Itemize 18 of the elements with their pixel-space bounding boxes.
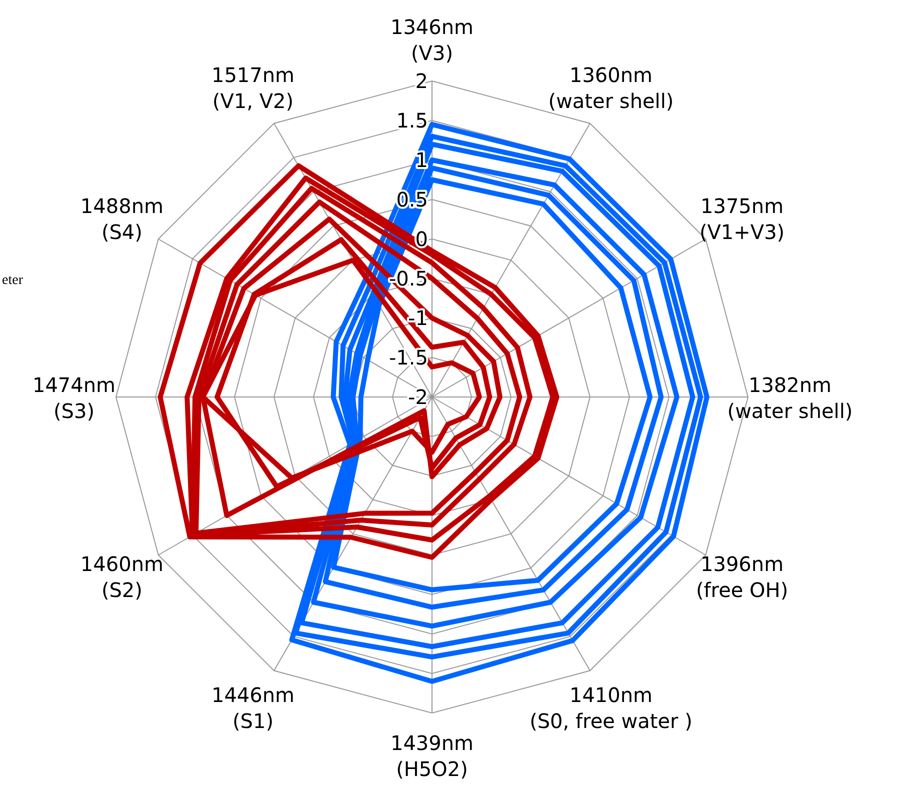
- spoke-label: 1382nm (water shell): [727, 373, 853, 423]
- spoke-label: 1474nm (S3): [32, 373, 116, 423]
- spoke-label: 1360nm (water shell): [548, 62, 674, 113]
- spoke-label: 1439nm (H5O2): [390, 731, 474, 781]
- y-tick-label: 1: [415, 148, 428, 172]
- y-tick-label: -2: [408, 385, 428, 409]
- y-tick-label: 0.5: [396, 188, 428, 212]
- spoke-label: 1446nm (S1): [211, 683, 295, 734]
- y-tick-label: 2: [415, 69, 428, 93]
- spoke-label: 1396nm (free OH): [696, 552, 788, 602]
- spoke-label: 1488nm (S4): [80, 194, 164, 244]
- text: eter: [2, 273, 24, 288]
- spoke-label: 1346nm (V3): [390, 15, 474, 65]
- spoke-label: 1375nm (V1+V3): [699, 194, 785, 244]
- spoke-label: 1517nm (V1, V2): [211, 62, 295, 113]
- spoke-label: 1460nm (S2): [80, 552, 164, 602]
- spoke-label: 1410nm (S0, free water ): [530, 683, 692, 734]
- y-tick-label: 1.5: [396, 108, 428, 132]
